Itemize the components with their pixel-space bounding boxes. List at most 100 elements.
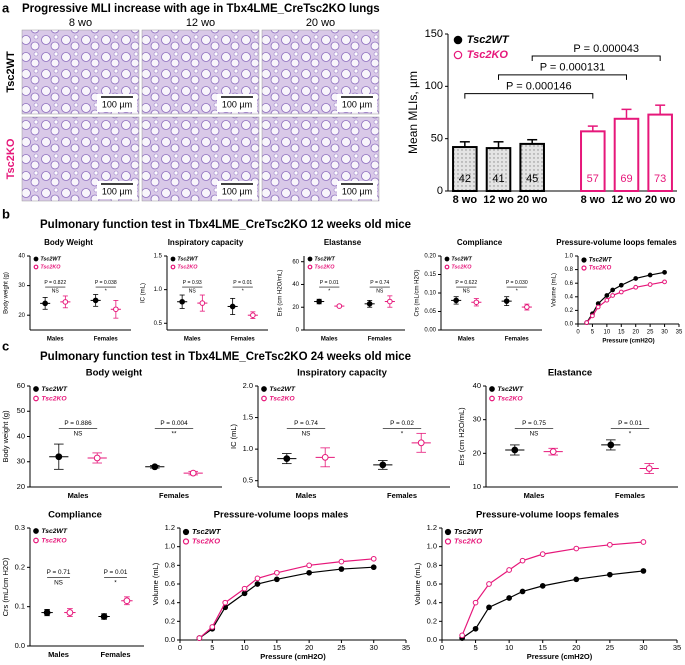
x-tick-label: Females	[100, 650, 130, 659]
scale-bar-label: 100 µm	[342, 186, 372, 196]
scale-bar-label: 100 µm	[222, 186, 252, 196]
point	[662, 269, 667, 275]
comparison-p: P = 0.74	[294, 420, 318, 427]
value-label: 42	[459, 173, 471, 185]
mean-point	[645, 465, 653, 472]
comparison-sig: *	[629, 430, 632, 437]
mean-point	[387, 298, 393, 305]
scale-bar-label: 100 µm	[342, 99, 372, 109]
comparison-p: P = 0.030	[506, 280, 528, 286]
point	[662, 279, 667, 285]
legend-marker	[307, 256, 313, 262]
comparison-sig: NS	[52, 289, 60, 295]
legend-marker	[33, 256, 39, 262]
scale-bar-label: 100 µm	[102, 99, 132, 109]
point	[573, 576, 580, 583]
point	[472, 625, 479, 632]
mean-point	[524, 304, 530, 310]
y-tick-label: 0.6	[565, 281, 574, 287]
x-tick-label: 10	[505, 643, 513, 652]
legend-label: Tsc2KO	[177, 264, 198, 270]
point	[539, 551, 546, 557]
value-label: 73	[654, 173, 666, 185]
point	[370, 555, 377, 562]
x-tick-label: 5	[591, 330, 595, 336]
y-tick-label: 1.0	[565, 254, 574, 260]
y-axis-label: IC (mL)	[141, 283, 147, 303]
mean-point	[189, 469, 197, 477]
legend-marker	[444, 538, 452, 545]
y-tick-label: 0.05	[424, 309, 436, 315]
chart-title: Body weight	[86, 368, 143, 379]
point	[640, 539, 647, 545]
comparison-p: P = 0.93	[183, 280, 202, 286]
scale-bar-box	[337, 94, 377, 112]
mean-point	[607, 441, 615, 449]
y-tick-label: 0.10	[424, 291, 436, 297]
scale-bar-box	[97, 94, 137, 112]
legend-label: Tsc2WT	[41, 386, 68, 393]
mean-point	[473, 299, 480, 306]
x-tick-label: 20	[572, 643, 580, 652]
chart-title: Compliance	[48, 510, 102, 521]
mean-point	[66, 609, 74, 616]
legend-marker	[170, 256, 176, 262]
legend-label: Tsc2WT	[454, 527, 484, 536]
y-axis-label: Volume (mL)	[151, 562, 160, 605]
legend-label: Tsc2WT	[177, 256, 198, 262]
y-axis-label: Ers (cm H2O/mL)	[278, 270, 284, 317]
x-tick-label: Females	[615, 491, 645, 500]
mean-point	[503, 298, 510, 304]
mean-point	[379, 461, 387, 469]
legend-label: Tsc2WT	[467, 34, 510, 46]
row-label: Tsc2WT	[5, 51, 17, 93]
legend-marker	[453, 50, 463, 60]
point	[647, 282, 653, 287]
point	[196, 635, 203, 641]
comparison-p: P = 0.01	[320, 280, 339, 286]
y-tick-label: 0.0	[427, 635, 437, 644]
comparison-label: P = 0.000146	[506, 81, 572, 93]
y-tick-label: 0.00	[424, 328, 436, 334]
scale-bar-box	[337, 181, 377, 199]
x-tick-label: 10	[240, 643, 248, 652]
point	[274, 569, 280, 576]
comparison-sig: *	[401, 430, 404, 437]
comparison-sig: *	[242, 289, 244, 295]
x-tick-label: Males	[321, 337, 338, 343]
x-tick-label: 30	[639, 643, 647, 652]
point	[241, 590, 248, 597]
x-tick-label: Males	[68, 491, 89, 500]
chart-title: Pressure-volume loops females	[476, 510, 619, 521]
y-tick-label: 50	[17, 406, 25, 415]
point	[486, 604, 492, 611]
chart-title: Compliance	[457, 238, 503, 247]
y-tick-label: 0	[296, 328, 300, 334]
point	[604, 293, 610, 298]
y-tick-label: 40	[17, 431, 25, 440]
x-tick-label: 20	[632, 330, 639, 336]
legend-label: Tsc2KO	[451, 264, 472, 270]
y-tick-label: 20	[473, 448, 481, 457]
legend-marker	[444, 528, 452, 536]
y-tick-label: 1.0	[165, 542, 175, 551]
x-tick-label: 25	[606, 643, 614, 652]
y-tick-label: 0.2	[427, 616, 437, 625]
panel-title: Progressive MLI increase with age in Tbx…	[22, 3, 380, 15]
y-tick-label: 10	[473, 482, 481, 491]
x-tick-label: Females	[159, 491, 189, 500]
point	[573, 545, 580, 552]
value-label: 45	[526, 173, 538, 185]
x-tick-label: Males	[524, 491, 545, 500]
point	[254, 581, 261, 587]
point	[506, 595, 512, 601]
y-tick-label: 2.0	[243, 381, 253, 390]
legend-marker	[182, 538, 190, 545]
series-line	[461, 541, 644, 636]
point	[506, 567, 512, 573]
comparison-label: P = 0.000043	[573, 43, 639, 55]
x-tick-label: 25	[337, 643, 345, 652]
comparison-sig: *	[114, 579, 117, 586]
comparison-bracket	[531, 55, 661, 61]
